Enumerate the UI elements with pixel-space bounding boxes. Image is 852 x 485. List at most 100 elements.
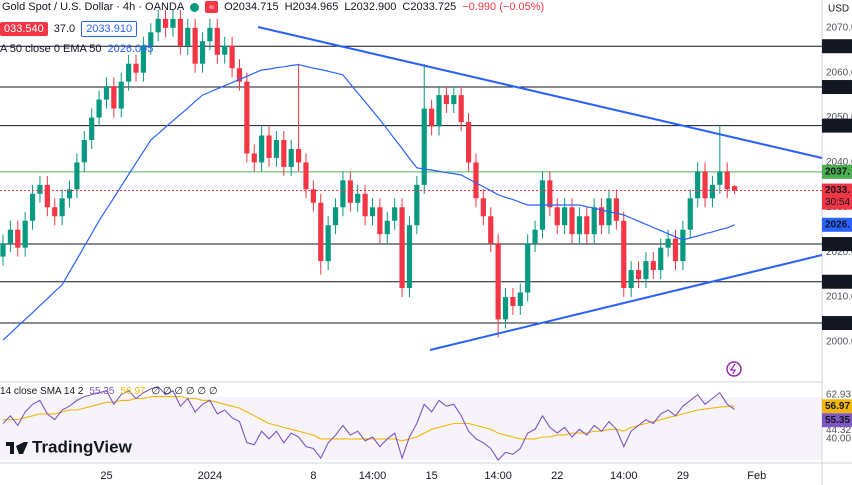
ema-name: A 50 close 0 EMA 50 <box>0 43 102 55</box>
candle-body <box>525 243 531 293</box>
rsi-legend: 14 close SMA 14 2 55.35 56.97 ∅ ∅ ∅ ∅ ∅ … <box>0 386 218 397</box>
candle-body <box>229 45 235 69</box>
trendline <box>429 254 823 351</box>
candle-body <box>340 180 346 208</box>
status-dot <box>190 2 200 12</box>
candle-body <box>517 292 523 306</box>
placeholders: ∅ ∅ ∅ ∅ ∅ ∅ <box>151 386 218 397</box>
candle-body <box>74 162 80 190</box>
sma-value: 56.97 <box>120 386 146 397</box>
candle-body <box>59 198 65 217</box>
candle-body <box>532 229 538 244</box>
candle-body <box>362 193 368 217</box>
x-tick-label: 14:00 <box>610 470 638 482</box>
candle-body <box>251 153 257 163</box>
candle-body <box>547 180 553 208</box>
rsi-axis-box <box>822 399 852 414</box>
icon: ≈ <box>205 1 219 13</box>
candle-body <box>369 207 376 217</box>
last-price-box <box>822 183 852 210</box>
level-box <box>822 164 852 179</box>
alert-icon[interactable] <box>726 361 742 377</box>
candle-body <box>569 207 575 235</box>
x-tick-label: 25 <box>100 470 112 482</box>
sell[interactable]: 033.540 <box>0 22 48 36</box>
rsi-axis-label: 56.97 <box>825 401 850 412</box>
candle-body <box>118 81 124 109</box>
brand: TradingView <box>32 437 133 456</box>
level-box <box>822 118 852 133</box>
candle-body <box>672 238 679 262</box>
candle-body <box>44 184 50 208</box>
candle-body <box>133 63 139 73</box>
level-label: 2056. <box>825 82 850 93</box>
candle-body <box>724 171 730 190</box>
y-tick-label: 2060.0 <box>826 67 852 78</box>
candle-body <box>162 18 169 28</box>
candle-body <box>399 207 405 289</box>
candle-body <box>621 220 627 289</box>
candle-body <box>465 122 472 163</box>
candle-body <box>222 45 228 55</box>
candle-body <box>562 207 568 226</box>
candle-body <box>650 261 656 271</box>
candle-body <box>7 229 13 244</box>
level-label: 2004. <box>825 318 850 329</box>
ema-legend: A 50 close 0 EMA 50 2026.095 <box>0 43 153 55</box>
rsi-axis-label: 55.35 <box>825 415 850 426</box>
buy[interactable]: 2033.910 <box>81 21 138 37</box>
candle-body <box>717 171 723 185</box>
candle-body <box>207 27 213 42</box>
candle-body <box>140 45 147 73</box>
rsi-tick-label: 40.00 <box>826 434 851 445</box>
candle-body <box>347 180 353 203</box>
candle-body <box>126 63 132 82</box>
candle-body <box>414 184 420 226</box>
candle-body <box>81 139 87 163</box>
candle-body <box>266 135 272 158</box>
x-tick-label: 14:00 <box>484 470 512 482</box>
candle-body <box>665 238 671 248</box>
candle-body <box>429 108 435 127</box>
candle-body <box>0 243 6 257</box>
ema-axis-box <box>822 217 852 232</box>
candle-body <box>458 95 464 123</box>
axes: 2070.02060.02050.02040.02030.02020.02010… <box>100 22 852 482</box>
candle-body <box>392 207 398 221</box>
level-label: 2037. <box>825 166 850 177</box>
spread: 37.0 <box>53 23 76 35</box>
rsi-line <box>2 386 735 461</box>
candle-body <box>421 108 427 185</box>
candle-body <box>103 86 110 100</box>
low: L2032.900 <box>344 1 397 13</box>
x-tick-label: Feb <box>747 470 766 482</box>
trendline <box>257 26 823 159</box>
candle-body <box>643 261 649 280</box>
level-label: 2065. <box>825 41 850 52</box>
candle-body <box>598 207 605 226</box>
x-tick-label: 14:00 <box>359 470 387 482</box>
candle-body <box>687 198 693 230</box>
y-tick-label: 2020.0 <box>826 247 852 258</box>
rsi-tick-label: 62.93 <box>826 389 851 400</box>
level-box <box>822 237 852 252</box>
candle-body <box>658 247 664 271</box>
change: −0.990 (−0.05%) <box>462 1 545 13</box>
candle-body <box>584 216 590 235</box>
candle-body <box>451 95 457 105</box>
candle-body <box>148 32 154 46</box>
candle-body <box>332 207 339 226</box>
symbol[interactable]: Gold Spot / U.S. Dollar · 4h · OANDA <box>2 1 185 13</box>
x-tick-label: 29 <box>677 470 689 482</box>
price-pane <box>0 9 822 341</box>
candle-body <box>15 229 21 248</box>
candle-body <box>52 207 58 217</box>
level-box <box>822 316 852 331</box>
alert-bolt <box>729 363 737 375</box>
rsi-axis-box <box>822 413 852 428</box>
candle-body <box>296 148 302 163</box>
candle-body <box>185 27 191 46</box>
candle-body <box>355 193 361 203</box>
countdown: 30:54 <box>825 197 850 208</box>
